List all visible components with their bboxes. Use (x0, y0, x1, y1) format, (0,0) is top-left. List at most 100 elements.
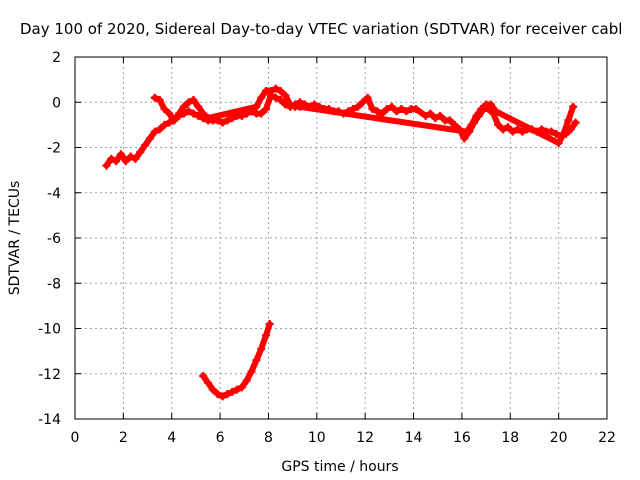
data-point (213, 390, 222, 399)
x-axis-label: GPS time / hours (281, 459, 398, 475)
data-point (353, 102, 362, 111)
x-tick-label: 12 (356, 430, 374, 446)
data-point (387, 102, 396, 111)
data-point (257, 109, 266, 118)
data-point (373, 107, 382, 116)
data-point (208, 385, 217, 394)
data-point (363, 93, 372, 102)
data-point (247, 367, 256, 376)
data-point (237, 383, 246, 392)
data-point (271, 93, 280, 102)
data-point (494, 120, 503, 129)
data-point (368, 105, 377, 114)
x-tick-label: 20 (550, 430, 568, 446)
y-tick-label: -8 (47, 276, 61, 292)
y-tick-label: -4 (47, 186, 61, 202)
data-point (486, 100, 495, 109)
data-point (242, 376, 251, 385)
data-point (179, 102, 188, 111)
x-tick-label: 2 (119, 430, 128, 446)
y-tick-label: 2 (52, 50, 61, 66)
data-point (402, 107, 411, 116)
data-point (223, 116, 232, 125)
data-point (194, 111, 203, 120)
data-point (503, 123, 512, 132)
data-point (136, 148, 145, 157)
data-point (499, 125, 508, 134)
data-point (513, 125, 522, 134)
data-point (218, 118, 227, 127)
data-point (199, 109, 208, 118)
data-point (165, 109, 174, 118)
data-point (547, 127, 556, 136)
data-point (564, 116, 573, 125)
data-point (392, 107, 401, 116)
x-tick-label: 16 (453, 430, 471, 446)
y-tick-label: -12 (38, 367, 61, 383)
x-tick-label: 10 (308, 430, 326, 446)
data-point (276, 95, 285, 104)
data-point (295, 102, 304, 111)
y-axis-label: SDTVAR / TECUs (7, 181, 23, 296)
data-point (518, 127, 527, 136)
data-point (252, 356, 261, 365)
data-point (271, 84, 280, 93)
data-point (257, 93, 266, 102)
data-point (228, 387, 237, 396)
data-point (107, 154, 116, 163)
data-point (276, 86, 285, 95)
data-point (102, 161, 111, 170)
data-point (262, 105, 271, 114)
data-point (349, 105, 358, 114)
series-band (103, 92, 579, 169)
data-point (233, 385, 242, 394)
y-tick-label: -2 (47, 141, 61, 157)
data-point (382, 105, 391, 114)
data-point (155, 125, 164, 134)
data-point (145, 134, 154, 143)
data-point (189, 95, 198, 104)
data-point (223, 390, 232, 399)
data-point (160, 105, 169, 114)
data-point (436, 111, 445, 120)
y-tick-label: -14 (38, 412, 61, 428)
data-point (462, 127, 471, 136)
data-point (150, 127, 159, 136)
data-point (431, 114, 440, 123)
series-upper_branch (150, 84, 578, 147)
data-point (266, 86, 275, 95)
data-point (265, 319, 274, 328)
x-tick-label: 22 (598, 430, 616, 446)
data-point (184, 107, 193, 116)
x-tick-label: 0 (71, 430, 80, 446)
data-point (445, 116, 454, 125)
data-point (421, 111, 430, 120)
y-tick-label: 0 (52, 95, 61, 111)
data-point (165, 118, 174, 127)
data-point (155, 95, 164, 104)
data-point (571, 118, 580, 127)
data-point (218, 392, 227, 401)
data-point (262, 331, 271, 340)
data-point (252, 102, 261, 111)
data-point (189, 109, 198, 118)
data-point (477, 105, 486, 114)
data-point (257, 344, 266, 353)
data-point (358, 98, 367, 107)
data-point (131, 154, 140, 163)
data-point (184, 98, 193, 107)
data-points (102, 84, 580, 401)
chart-title: Day 100 of 2020, Sidereal Day-to-day VTE… (20, 20, 622, 38)
data-point (397, 105, 406, 114)
data-point (174, 109, 183, 118)
data-point (426, 109, 435, 118)
data-point (286, 100, 295, 109)
series-outlier_segment (199, 319, 274, 401)
data-point (204, 378, 212, 387)
x-tick-label: 14 (405, 430, 423, 446)
data-point (467, 120, 476, 129)
data-point (141, 141, 150, 150)
data-point (554, 138, 563, 147)
data-point (121, 157, 130, 166)
